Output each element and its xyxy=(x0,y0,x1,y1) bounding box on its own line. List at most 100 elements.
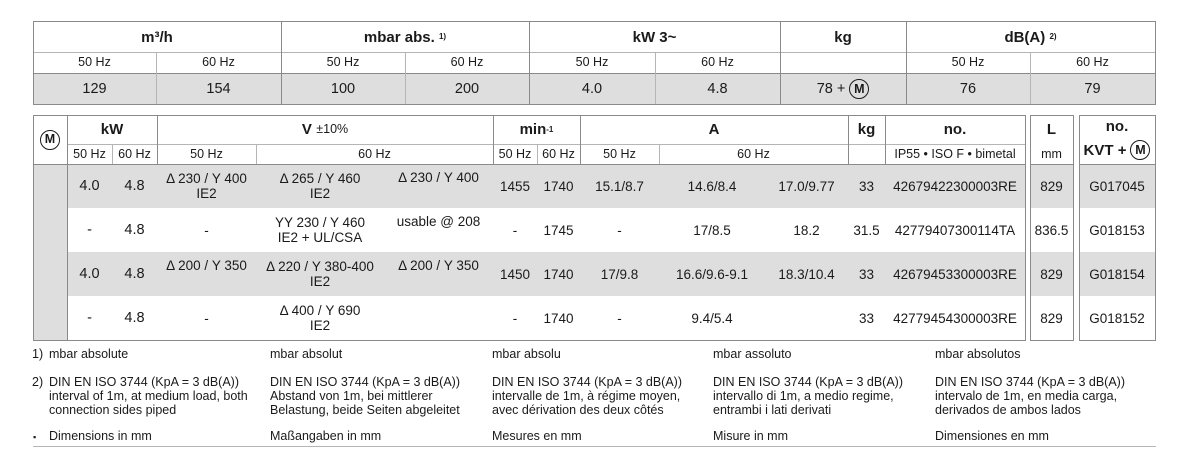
table-cell-length: 829 xyxy=(1040,178,1063,194)
value-weight: 78 + M xyxy=(780,74,906,104)
table-cell-kvt: G017045 xyxy=(1089,178,1145,194)
table-cell-kg: 31.5 xyxy=(853,222,880,238)
subheader-power-60: 60 Hz xyxy=(701,55,734,69)
header-speed: min -1 xyxy=(519,121,554,138)
footnote-mbar-it: mbar assoluto xyxy=(713,347,792,361)
footer-divider xyxy=(33,446,1156,447)
subheader-length-unit: mm xyxy=(1041,146,1062,161)
subheader-kw-50: 50 Hz xyxy=(73,146,106,161)
value-pressure-60: 200 xyxy=(454,80,480,97)
footnote-dims-en: Dimensions in mm xyxy=(49,429,152,443)
header-noise: dB(A) 2) xyxy=(1004,28,1057,46)
table-cell-a60a: 14.6/8.4 xyxy=(687,178,737,194)
table-cell-min50: 1455 xyxy=(499,178,531,194)
table-cell-kw60: 4.8 xyxy=(124,265,145,282)
header-power: kW 3~ xyxy=(632,28,677,46)
bullet-icon: ▪ xyxy=(33,432,37,442)
table-cell-kg: 33 xyxy=(858,310,875,326)
footnote-mbar-de: mbar absolut xyxy=(270,347,343,361)
footnote-din-it: DIN EN ISO 3744 (KpA = 3 dB(A)) intervall… xyxy=(713,375,904,417)
table-cell-v50: - xyxy=(204,222,209,238)
table-cell-kvt: G018154 xyxy=(1089,266,1145,282)
header-flow: m³/h xyxy=(141,28,173,46)
subheader-flow-60: 60 Hz xyxy=(202,55,235,69)
header-weight: kg xyxy=(834,28,852,46)
header-kw: kW xyxy=(100,121,124,138)
subheader-a-50: 50 Hz xyxy=(603,146,636,161)
header-kvt-no: no. xyxy=(1105,117,1129,135)
subheader-v-50: 50 Hz xyxy=(190,146,223,161)
footnote-din-de: DIN EN ISO 3744 (KpA = 3 dB(A)) Abstand v… xyxy=(270,375,461,417)
table-cell-v50: Δ 200 / Y 350 xyxy=(166,258,247,273)
value-power-50: 4.0 xyxy=(581,80,603,97)
table-cell-a60b: 18.2 xyxy=(793,222,820,238)
table-cell-kw50: 4.0 xyxy=(79,265,100,282)
table-cell-kw50: - xyxy=(87,221,92,238)
header-motor-weight: kg xyxy=(857,121,876,138)
table-cell-v60a: Δ 265 / Y 460 IE2 xyxy=(279,171,361,201)
footnote-dims-es: Dimensiones en mm xyxy=(935,429,1049,443)
table-cell-v60a: Δ 400 / Y 690 IE2 xyxy=(279,303,361,333)
subheader-pressure-60: 60 Hz xyxy=(450,55,484,69)
value-flow-60: 154 xyxy=(206,80,231,97)
table-cell-v50: Δ 230 / Y 400 IE2 xyxy=(166,171,247,201)
header-length: L xyxy=(1046,121,1057,138)
table-cell-a60b: 17.0/9.77 xyxy=(778,178,835,194)
table-cell-min60: 1740 xyxy=(543,178,574,194)
table-cell-a60a: 16.6/9.6-9.1 xyxy=(675,266,749,282)
motor-icon: M xyxy=(849,79,870,99)
table-cell-length: 829 xyxy=(1040,310,1063,326)
table-cell-kw50: - xyxy=(87,309,92,326)
subheader-min-50: 50 Hz xyxy=(498,146,532,161)
table-cell-v60b: Δ 230 / Y 400 xyxy=(398,170,479,185)
subheader-noise-50: 50 Hz xyxy=(951,55,985,69)
footnote-dims-it: Misure in mm xyxy=(713,429,789,443)
table-cell-a60a: 17/8.5 xyxy=(693,222,731,238)
footnote-dims-de: Maßangaben in mm xyxy=(270,429,382,443)
table-cell-min50: 1450 xyxy=(499,266,531,282)
subheader-kw-60: 60 Hz xyxy=(118,146,151,161)
subheader-flow-50: 50 Hz xyxy=(78,55,111,69)
subheader-v-60: 60 Hz xyxy=(358,146,391,161)
table-cell-min50: - xyxy=(512,222,518,238)
table-cell-motor-number: 42779454300003RE xyxy=(893,310,1017,326)
table-cell-kw50: 4.0 xyxy=(79,177,100,194)
table-cell-a50: - xyxy=(617,310,622,326)
table-cell-min60: 1740 xyxy=(543,266,574,282)
motor-icon: M xyxy=(1130,140,1151,160)
subheader-pressure-50: 50 Hz xyxy=(326,55,360,69)
subheader-a-60: 60 Hz xyxy=(737,146,770,161)
subheader-min-60: 60 Hz xyxy=(542,146,575,161)
value-pressure-50: 100 xyxy=(330,80,356,97)
table-cell-motor-number: 42679422300003RE xyxy=(893,178,1017,194)
footnote-marker-1: 1) xyxy=(32,347,44,361)
header-pressure: mbar abs. 1) xyxy=(363,28,447,46)
footnote-din-fr: DIN EN ISO 3744 (KpA = 3 dB(A)) intervall… xyxy=(492,375,683,417)
table-cell-kg: 33 xyxy=(858,266,875,282)
table-cell-a50: - xyxy=(617,222,622,238)
table-cell-kw60: 4.8 xyxy=(124,309,145,326)
header-kvt: KVT + M xyxy=(1079,138,1155,162)
table-cell-min60: 1740 xyxy=(543,310,574,326)
motor-column-header: M xyxy=(33,115,67,164)
header-voltage: V ±10% xyxy=(301,121,349,138)
table-cell-v60a: YY 230 / Y 460 IE2 + UL/CSA xyxy=(274,215,366,245)
footnote-mbar-es: mbar absolutos xyxy=(935,347,1021,361)
table-cell-kw60: 4.8 xyxy=(124,221,145,238)
motor-icon: M xyxy=(40,129,60,150)
table-cell-kg: 33 xyxy=(858,178,875,194)
table-cell-v60a: Δ 220 / Y 380-400 IE2 xyxy=(266,259,374,289)
table-cell-a50: 15.1/8.7 xyxy=(595,178,644,194)
footnote-mbar-en: mbar absolute xyxy=(49,347,129,361)
value-power-60: 4.8 xyxy=(707,80,728,97)
value-flow-50: 129 xyxy=(82,80,107,97)
table-cell-v60b: Δ 200 / Y 350 xyxy=(398,258,479,273)
table-cell-kw60: 4.8 xyxy=(124,177,145,194)
subheader-motor-spec: IP55 • ISO F • bimetal xyxy=(894,146,1016,161)
table-cell-length: 836.5 xyxy=(1034,222,1069,238)
footnote-dims-fr: Mesures en mm xyxy=(492,429,582,443)
footnote-mbar-fr: mbar absolu xyxy=(492,347,561,361)
table-cell-v50: - xyxy=(204,310,209,326)
header-current: A xyxy=(708,121,720,138)
table-cell-motor-number: 42779407300114TA xyxy=(894,222,1016,238)
